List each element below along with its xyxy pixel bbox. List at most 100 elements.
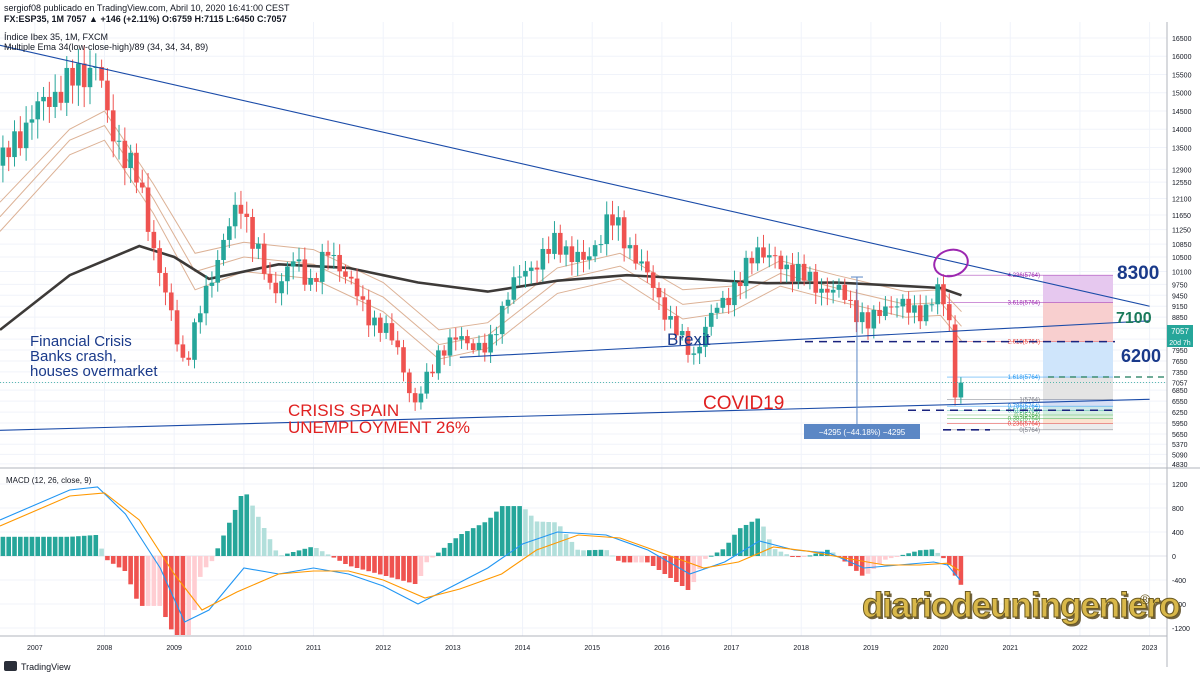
- macd-histogram-bar: [377, 556, 383, 575]
- instrument-line: Índice Ibex 35, 1M, FXCM: [4, 32, 109, 42]
- price-tick-label: 10100: [1172, 270, 1192, 277]
- candle-up: [52, 91, 58, 107]
- candle-down: [412, 393, 418, 403]
- candle-down: [633, 245, 639, 264]
- macd-histogram-bar: [946, 556, 952, 565]
- candle-up: [714, 307, 720, 313]
- macd-histogram-bar: [598, 549, 604, 556]
- macd-histogram-bar: [215, 548, 221, 556]
- candle-down: [348, 276, 354, 279]
- candle-down: [145, 187, 151, 232]
- time-tick-label: 2017: [724, 645, 740, 652]
- candle-down: [441, 350, 447, 356]
- candle-down: [250, 216, 255, 249]
- candle-up: [819, 288, 824, 293]
- macd-histogram-bar: [186, 556, 191, 635]
- time-tick-label: 2014: [515, 645, 531, 652]
- macd-histogram-bar: [842, 556, 848, 562]
- macd-histogram-bar: [151, 556, 157, 606]
- macd-histogram-bar: [383, 556, 389, 576]
- macd-histogram-bar: [871, 556, 877, 569]
- time-tick-label: 2022: [1072, 645, 1088, 652]
- price-tick-label: 15500: [1172, 72, 1192, 79]
- candle-down: [470, 343, 476, 351]
- candle-up: [494, 334, 499, 336]
- time-tick-label: 2007: [27, 645, 43, 652]
- candle-down: [621, 217, 627, 249]
- time-tick-label: 2023: [1142, 645, 1158, 652]
- macd-histogram-bar: [796, 556, 801, 558]
- ema34-band: [0, 110, 962, 331]
- price-tick-label: 15000: [1172, 91, 1192, 98]
- candle-up: [256, 243, 261, 249]
- candle-up: [958, 382, 964, 398]
- macd-histogram-bar: [766, 539, 772, 556]
- candle-up: [627, 245, 633, 249]
- time-tick-label: 2010: [236, 645, 252, 652]
- macd-histogram-bar: [488, 517, 493, 556]
- macd-histogram-bar: [407, 556, 412, 583]
- fib-band: [1043, 410, 1113, 415]
- candle-down: [581, 251, 586, 260]
- candle-up: [668, 316, 673, 320]
- macd-panel: [0, 486, 1167, 635]
- macd-histogram-bar: [348, 556, 354, 567]
- fib-level-label: 0(5764): [1019, 428, 1040, 434]
- macd-histogram-bar: [708, 555, 714, 557]
- macd-histogram-bar: [784, 554, 790, 556]
- candle-up: [232, 204, 238, 227]
- published-line: sergiof08 publicado en TradingView.com, …: [4, 3, 290, 13]
- candle-up: [732, 282, 737, 306]
- candle-down: [337, 254, 342, 272]
- candle-up: [859, 312, 865, 323]
- trendlines: [0, 44, 1150, 431]
- candle-up: [708, 312, 714, 327]
- macd-histogram-bar: [865, 556, 871, 574]
- macd-histogram-bar: [319, 551, 325, 556]
- candle-up: [511, 277, 517, 300]
- candle-down: [174, 310, 180, 345]
- countdown-tag: [1167, 336, 1193, 347]
- candle-up: [517, 276, 522, 278]
- macd-histogram-bar: [604, 550, 610, 556]
- candles: [0, 45, 964, 411]
- macd-histogram-bar: [633, 556, 639, 563]
- price-tick-label: 6550: [1172, 399, 1188, 406]
- candle-up: [563, 246, 569, 255]
- macd-histogram-bar: [256, 516, 261, 556]
- macd-histogram-bar: [163, 556, 168, 618]
- price-tick-label: 9150: [1172, 304, 1188, 311]
- macd-histogram-bar: [354, 556, 360, 568]
- candle-down: [825, 288, 830, 293]
- macd-histogram-bar: [157, 556, 162, 606]
- measure-label: −4295 (−44.18%) −4295: [819, 428, 906, 437]
- macd-histogram-bar: [64, 536, 70, 556]
- macd-histogram-bar: [569, 541, 575, 556]
- candle-up: [540, 248, 546, 270]
- candle-down: [952, 324, 958, 398]
- macd-histogram-bar: [180, 556, 186, 635]
- macd-histogram-bar: [592, 549, 598, 556]
- macd-histogram-bar: [523, 509, 528, 556]
- macd-histogram-bar: [639, 556, 644, 563]
- macd-histogram-bar: [395, 556, 401, 580]
- candle-down: [70, 67, 75, 86]
- macd-histogram-bar: [290, 552, 296, 556]
- candle-down: [842, 284, 848, 300]
- macd-histogram-bar: [105, 556, 110, 561]
- macd-histogram-bar: [848, 556, 853, 567]
- macd-histogram-bar: [139, 556, 145, 606]
- macd-histogram-bar: [372, 556, 377, 573]
- macd-histogram-bar: [58, 536, 64, 556]
- macd-histogram-bar: [668, 556, 673, 578]
- macd-histogram-bar: [459, 534, 464, 556]
- macd-histogram-bar: [18, 536, 23, 556]
- fib-level-label: 4.236(5764): [1008, 273, 1040, 279]
- candle-up: [575, 251, 580, 263]
- time-tick-label: 2020: [933, 645, 949, 652]
- macd-tick-label: -1200: [1172, 626, 1190, 633]
- ema-lines: [0, 110, 962, 360]
- macd-histogram-bar: [198, 556, 203, 577]
- macd-histogram-bar: [627, 556, 633, 563]
- candle-up: [35, 101, 41, 120]
